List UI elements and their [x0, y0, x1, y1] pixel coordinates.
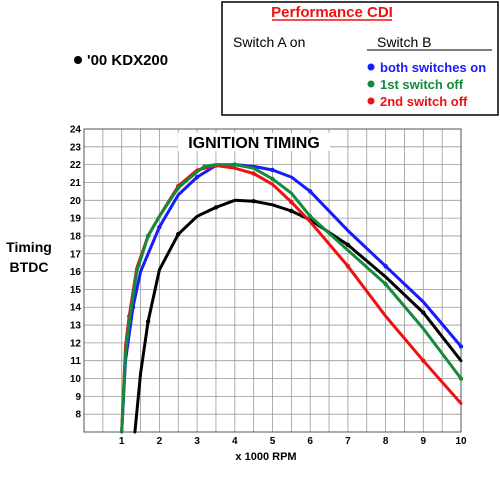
series-point-3 [345, 264, 351, 269]
series-point-0 [251, 198, 256, 204]
series-point-2 [308, 214, 313, 219]
x-axis-title: x 1000 RPM [235, 451, 296, 463]
y-tick-label: 10 [70, 374, 82, 385]
y-tick-label: 9 [75, 392, 81, 403]
legend-label-first-off: 1st switch off [380, 77, 464, 92]
x-tick-label: 8 [383, 436, 389, 447]
y-axis-title-line2: BTDC [10, 259, 49, 275]
series-point-3 [251, 171, 256, 176]
legend-switch-b: Switch B [377, 34, 431, 50]
plot-area: IGNITION TIMING8910111213141516171819202… [70, 125, 467, 448]
series-point-2 [232, 162, 237, 167]
series-point-2 [202, 164, 207, 169]
legend-switch-a: Switch A on [233, 34, 305, 50]
kdx-label: '00 KDX200 [87, 52, 168, 69]
y-tick-label: 15 [70, 285, 82, 296]
x-tick-label: 6 [307, 436, 313, 447]
chart-title: IGNITION TIMING [188, 135, 320, 152]
y-tick-label: 18 [70, 231, 82, 242]
x-tick-label: 1 [119, 436, 125, 447]
y-tick-label: 8 [75, 410, 81, 421]
series-point-0 [145, 319, 151, 324]
y-tick-label: 12 [70, 338, 82, 349]
series-point-3 [289, 199, 294, 205]
series-point-2 [383, 281, 388, 287]
legend-marker-both [367, 63, 375, 71]
series-line-2 [120, 163, 463, 434]
x-tick-label: 5 [270, 436, 276, 447]
series-line-0 [133, 198, 463, 434]
x-tick-label: 3 [194, 436, 200, 447]
series-point-2 [127, 319, 132, 324]
series-point-0 [345, 242, 351, 248]
plot-frame [83, 128, 462, 433]
series-point-1 [458, 344, 464, 349]
series-point-1 [308, 189, 313, 194]
legend: Performance CDI Switch A on Switch B bot… [221, 1, 499, 116]
series-point-1 [270, 167, 275, 173]
legend-heading: Performance CDI [271, 4, 393, 21]
y-tick-label: 21 [70, 178, 82, 189]
legend-label-second-off: 2nd switch off [380, 94, 468, 109]
y-tick-label: 20 [70, 196, 82, 207]
series-point-0 [213, 205, 219, 210]
series-point-1 [194, 174, 200, 180]
y-tick-label: 22 [70, 160, 82, 171]
legend-label-both: both switches on [380, 60, 486, 75]
y-tick-label: 24 [70, 125, 82, 136]
kdx-marker [74, 56, 82, 64]
y-tick-label: 16 [70, 267, 82, 278]
series-point-0 [176, 231, 181, 237]
series-point-2 [270, 176, 275, 182]
y-tick-label: 14 [70, 303, 82, 314]
series-point-0 [421, 310, 426, 315]
series-point-1 [157, 224, 162, 230]
series-point-2 [145, 233, 151, 239]
x-tick-label: 9 [421, 436, 427, 447]
y-tick-label: 11 [70, 356, 81, 367]
series-point-3 [421, 358, 426, 363]
legend-box [221, 1, 499, 116]
legend-marker-second-off [367, 97, 375, 105]
y-tick-label: 13 [70, 321, 82, 332]
series-point-1 [383, 264, 388, 269]
series-point-0 [289, 208, 294, 214]
x-tick-label: 4 [232, 436, 238, 447]
chart-title-backdrop [178, 133, 330, 151]
y-tick-label: 19 [70, 214, 82, 225]
x-tick-label: 7 [345, 436, 351, 447]
series-point-2 [458, 376, 464, 381]
y-axis-title-line1: Timing [6, 239, 52, 255]
y-tick-label: 17 [70, 249, 82, 260]
x-tick-label: 10 [455, 436, 467, 447]
x-tick-label: 2 [157, 436, 163, 447]
legend-marker-first-off [367, 80, 375, 88]
series-point-2 [176, 185, 181, 191]
y-tick-label: 23 [70, 142, 82, 153]
